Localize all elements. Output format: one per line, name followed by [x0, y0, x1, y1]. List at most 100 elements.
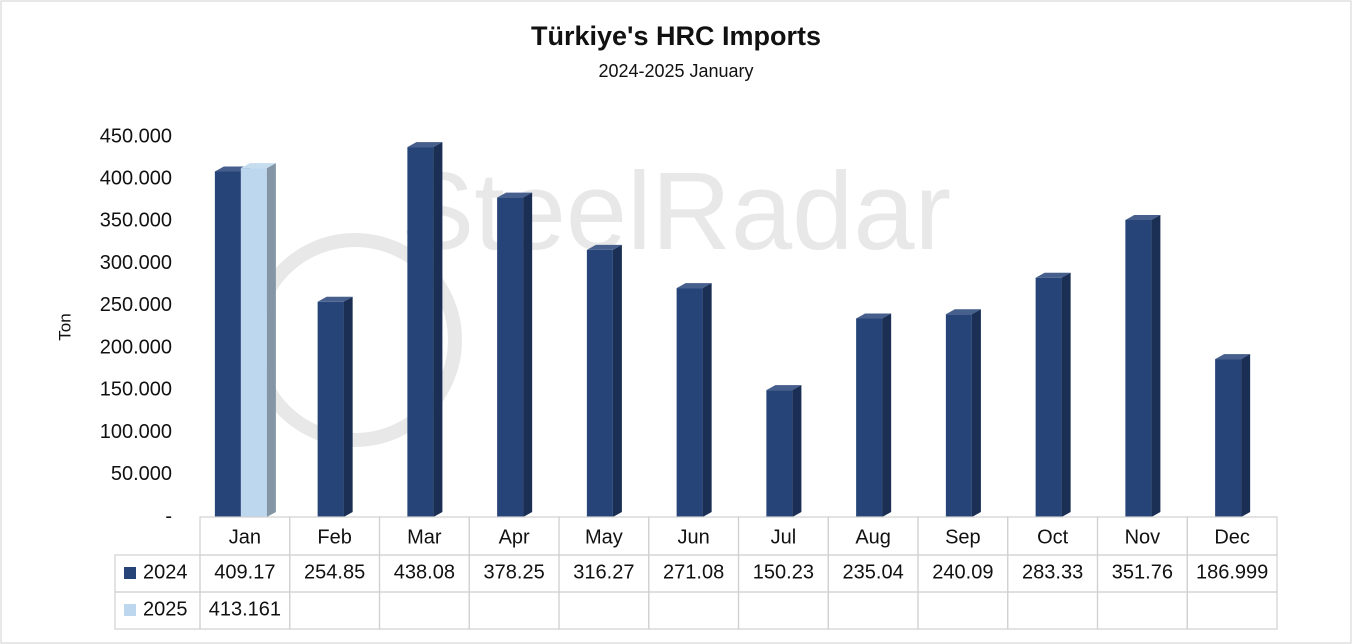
bar-top: [1035, 272, 1071, 278]
y-tick-label: 350.000: [100, 210, 172, 232]
bar-front: [317, 301, 344, 517]
bar-side-shade: [792, 385, 802, 517]
bar-side-shade: [523, 192, 533, 518]
legend-swatch: [124, 604, 136, 616]
bar-top: [945, 309, 981, 315]
bar-top: [586, 244, 622, 250]
bar-top-shade: [240, 163, 276, 169]
bar-top: [240, 163, 276, 169]
table-value: 150.23: [753, 561, 814, 583]
bar-front: [945, 314, 972, 517]
x-tick-label: Jul: [771, 526, 797, 548]
bar-side-shade: [882, 313, 892, 517]
table-value: 283.33: [1022, 561, 1083, 583]
table-value: 438.08: [394, 561, 455, 583]
bar-top-shade: [497, 192, 533, 198]
bar-side-shade: [433, 142, 443, 517]
bar-side-shade: [266, 163, 276, 517]
bar-top: [407, 142, 443, 148]
bar-top: [766, 385, 802, 391]
bar: [317, 296, 353, 517]
y-tick-label: 150.000: [100, 379, 172, 401]
bar-top-shade: [766, 385, 802, 391]
bar-side: [702, 283, 712, 517]
bar-side-shade: [1241, 354, 1251, 517]
x-tick-label: Oct: [1037, 526, 1069, 548]
bar-front: [1035, 277, 1062, 517]
bar-side-shade: [1061, 272, 1071, 517]
bar-side: [882, 313, 892, 517]
bar-top: [497, 192, 533, 198]
table-value: 254.85: [304, 561, 365, 583]
y-tick-label: 200.000: [100, 336, 172, 358]
bar-front: [1125, 219, 1152, 517]
bar-side: [792, 385, 802, 517]
bar-top: [1215, 354, 1251, 360]
table-cell: [114, 591, 201, 630]
bar-top-shade: [945, 309, 981, 315]
table-cell: [1186, 591, 1278, 630]
bar-top-shade: [1035, 272, 1071, 278]
x-tick-label: May: [585, 526, 623, 548]
bar-side-shade: [702, 283, 712, 517]
bar: [945, 309, 981, 517]
bar-side: [612, 244, 622, 517]
bar-side: [343, 296, 353, 517]
table-value: 186.999: [1196, 561, 1268, 583]
x-tick-label: Feb: [317, 526, 351, 548]
legend-label: 2025: [143, 598, 188, 620]
bar-front: [766, 390, 793, 517]
x-tick-label: Mar: [407, 526, 442, 548]
x-tick-label: Sep: [945, 526, 981, 548]
bar: [240, 163, 276, 517]
y-tick-label: 250.000: [100, 294, 172, 316]
bar-top: [317, 296, 353, 302]
chart-title: Türkiye's HRC Imports: [531, 21, 821, 51]
bar-top-shade: [317, 296, 353, 302]
bar-side: [1061, 272, 1071, 517]
bar-side-shade: [343, 296, 353, 517]
y-tick-label: 300.000: [100, 252, 172, 274]
bar-side: [266, 163, 276, 517]
bar-side-shade: [612, 244, 622, 517]
bar-front: [497, 197, 524, 518]
y-tick-label: 400.000: [100, 168, 172, 190]
table-value: 351.76: [1112, 561, 1173, 583]
bar-top-shade: [1125, 214, 1161, 220]
x-tick-label: Jan: [229, 526, 261, 548]
x-tick-label: Apr: [499, 526, 530, 548]
x-tick-label: Jun: [678, 526, 710, 548]
bar-side-shade: [971, 309, 981, 517]
bar-front: [586, 249, 613, 517]
bar: [766, 385, 802, 517]
bar-top-shade: [676, 283, 712, 289]
bar-side: [523, 192, 533, 518]
bar-top-shade: [586, 244, 622, 250]
bar: [1215, 354, 1251, 517]
watermark: SteelRadar: [401, 150, 951, 273]
x-tick-label: Dec: [1214, 526, 1250, 548]
chart-subtitle: 2024-2025 January: [598, 61, 753, 81]
bar-front: [407, 147, 434, 517]
bar: [1035, 272, 1071, 517]
x-tick-label: Aug: [855, 526, 891, 548]
bar: [407, 142, 443, 517]
bar-front: [856, 318, 883, 517]
bar-side: [1151, 214, 1161, 517]
y-tick-label: 450.000: [100, 125, 172, 147]
bar-top: [856, 313, 892, 319]
bar-side: [971, 309, 981, 517]
y-tick-label: 50.000: [111, 463, 172, 485]
y-tick-label: -: [165, 505, 172, 527]
bar-side: [1241, 354, 1251, 517]
table-value: 378.25: [484, 561, 545, 583]
bar-front: [676, 288, 703, 517]
legend-swatch: [124, 567, 136, 579]
table-value: 235.04: [843, 561, 904, 583]
bar-top-shade: [1215, 354, 1251, 360]
table-value: 413.161: [209, 598, 281, 620]
bar-top: [1125, 214, 1161, 220]
bar: [1125, 214, 1161, 517]
x-tick-label: Nov: [1125, 526, 1161, 548]
